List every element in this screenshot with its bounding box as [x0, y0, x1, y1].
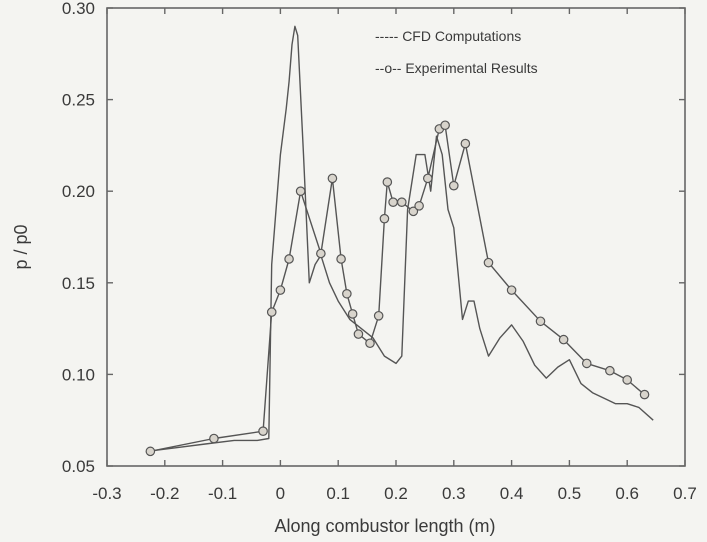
data-point-experimental [327, 173, 338, 184]
data-point-experimental [639, 389, 650, 400]
x-tick-label: 0.1 [326, 484, 350, 503]
legend: ----- CFD Computations --o-- Experimenta… [375, 28, 538, 76]
plot-area [106, 7, 686, 467]
data-point-experimental [365, 338, 375, 349]
x-axis-title: Along combustor length (m) [274, 516, 495, 536]
data-point-experimental [605, 365, 615, 376]
legend-entry-cfd: ----- CFD Computations [375, 28, 521, 44]
y-tick-label: 0.15 [62, 274, 95, 293]
x-tick-label: 0.4 [500, 484, 524, 503]
data-point-experimental [145, 446, 156, 457]
data-point-experimental [581, 358, 592, 369]
data-point-experimental [266, 307, 277, 317]
data-point-experimental [373, 310, 384, 321]
x-tick-label: 0 [276, 484, 285, 503]
x-tick-label: -0.2 [150, 484, 179, 503]
data-point-experimental [347, 309, 358, 319]
data-point-experimental [209, 433, 219, 444]
data-point-experimental [535, 316, 546, 327]
data-point-experimental [460, 138, 471, 149]
data-point-experimental [422, 173, 433, 184]
data-point-experimental [448, 180, 459, 191]
x-tick-label: 0.7 [673, 484, 697, 503]
plot-frame [106, 7, 686, 467]
data-point-experimental [388, 197, 398, 207]
x-tick-label: 0.6 [615, 484, 639, 503]
data-point-experimental [295, 186, 306, 196]
data-point-experimental [622, 375, 632, 385]
series-layer [145, 25, 654, 457]
ticks-layer: -0.3 -0.2 -0.1 0 0.1 0.2 0.3 0.4 0.5 0.6 0.7 0.05 0.… [62, 0, 697, 503]
series-line-experimental [150, 124, 645, 452]
x-tick-label: -0.1 [208, 484, 237, 503]
data-point-experimental [336, 254, 346, 264]
x-tick-label: 0.2 [384, 484, 408, 503]
data-point-experimental [382, 177, 393, 187]
y-tick-label: 0.20 [62, 182, 95, 201]
y-axis-title: p / p0 [11, 224, 31, 269]
data-point-experimental [284, 254, 294, 264]
x-tick-label: 0.5 [558, 484, 582, 503]
data-point-experimental [258, 426, 268, 436]
y-tick-label: 0.30 [62, 0, 95, 18]
x-tick-label: 0.3 [442, 484, 466, 503]
y-tick-label: 0.25 [62, 91, 95, 110]
data-point-experimental [408, 206, 419, 217]
data-point-experimental [353, 329, 364, 339]
series-line-cfd [147, 25, 654, 452]
y-tick-label: 0.10 [62, 365, 95, 384]
legend-entry-experimental: --o-- Experimental Results [375, 60, 538, 76]
data-point-experimental [396, 197, 407, 207]
data-point-experimental [440, 120, 450, 131]
data-point-experimental [483, 257, 494, 268]
data-point-experimental [316, 248, 326, 259]
data-point-experimental [275, 285, 286, 295]
data-point-experimental [558, 334, 569, 345]
y-tick-label: 0.05 [62, 457, 95, 476]
x-tick-label: -0.3 [92, 484, 121, 503]
data-point-experimental [379, 213, 390, 224]
data-point-experimental [506, 285, 517, 295]
data-point-experimental [342, 288, 352, 299]
data-point-experimental [414, 201, 424, 211]
